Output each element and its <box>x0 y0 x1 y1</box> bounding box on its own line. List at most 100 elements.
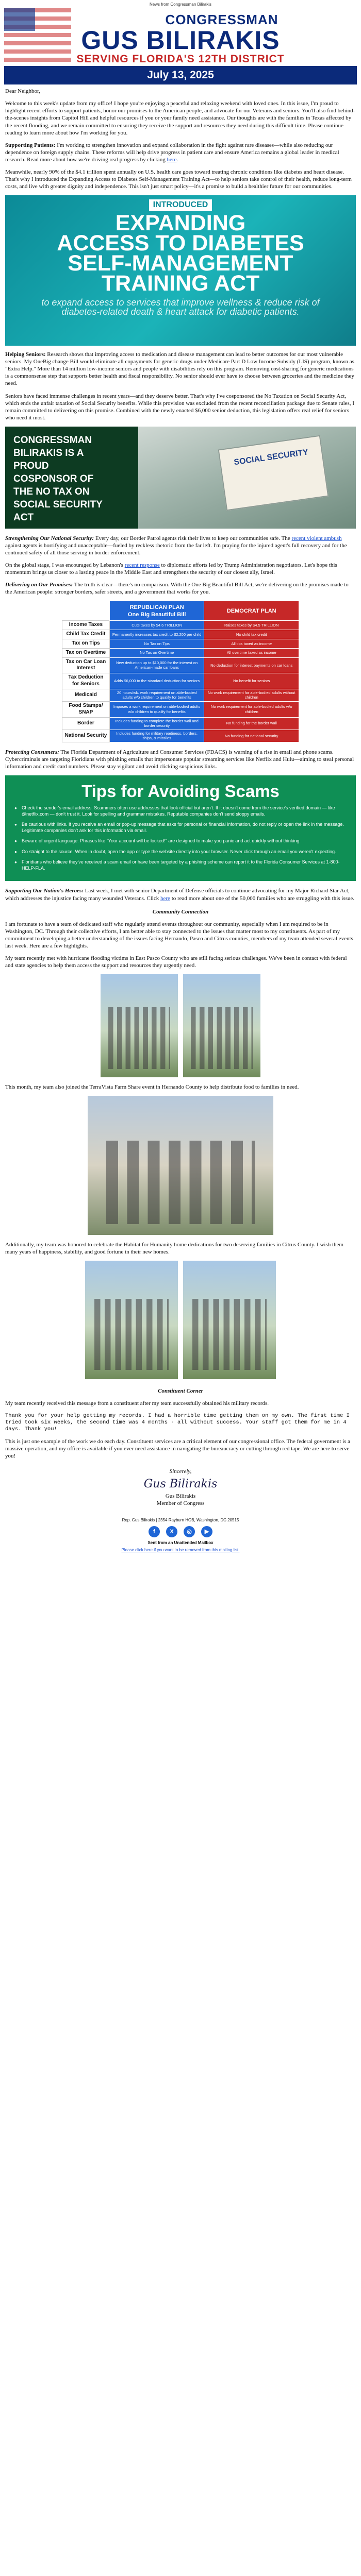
community-paragraph-4: Additionally, my team was honored to cel… <box>5 1242 343 1256</box>
republican-cell: Adds $6,000 to the standard deduction fo… <box>109 673 205 689</box>
handwritten-signature: Gus Bilirakis <box>143 1478 218 1491</box>
social-security-card: SOCIAL SECURITY <box>218 435 329 511</box>
ss-line: BILIRAKIS IS A <box>13 447 84 459</box>
comparison-row: Child Tax Credit Permanently increases ta… <box>62 630 299 640</box>
heroes-tail: to read more about one of the 50,000 fam… <box>170 895 355 902</box>
democrat-cell: No funding for the border wall <box>204 717 299 730</box>
promises-heading: Delivering on Our Promises: <box>5 582 73 588</box>
republican-cell: Includes funding for military readiness,… <box>109 729 205 742</box>
photo-farm-share <box>88 1096 273 1235</box>
republican-cell: Cuts taxes by $4.6 TRILLION <box>109 620 205 631</box>
comparison-label: Child Tax Credit <box>62 630 110 640</box>
unsubscribe-link[interactable]: Please click here if you want to be remo… <box>5 1548 356 1553</box>
comparison-label: Tax on Overtime <box>62 648 110 658</box>
instagram-icon[interactable]: ◎ <box>184 1526 195 1537</box>
constituent-quote: Thank you for your help getting my recor… <box>5 1412 350 1432</box>
democrat-cell: Raises taxes by $4.5 TRILLION <box>204 620 299 631</box>
scam-tips-list: Check the sender's email address. Scamme… <box>14 805 347 871</box>
democrat-cell: All tips taxed as income <box>204 639 299 649</box>
seniors-paragraph: Helping Seniors: Research shows that imp… <box>5 351 356 387</box>
community-title: Community Connection <box>152 908 209 915</box>
republican-cell: Includes funding to complete the border … <box>109 717 205 730</box>
flag-canton <box>4 8 35 31</box>
seniors-text: Research shows that improving access to … <box>5 351 354 387</box>
habitat-photos <box>5 1261 356 1380</box>
republican-cell: No Tax on Overtime <box>109 648 205 658</box>
republican-cell: 20 hours/wk. work requirement on able-bo… <box>109 688 205 702</box>
header-name: GUS BILIRAKIS <box>81 26 280 55</box>
ss-line: THE NO TAX ON <box>13 486 90 497</box>
header-date: July 13, 2025 <box>4 66 357 85</box>
sincerely: Sincerely, <box>169 1468 192 1475</box>
diplomacy-text: On the global stage, I was encouraged by… <box>5 562 125 569</box>
democrat-cell: No work requirement for able-bodied adul… <box>204 701 299 718</box>
comparison-row: Tax on Overtime No Tax on Overtime All ove… <box>62 648 299 658</box>
diabetes-paragraph: Meanwhile, nearly 90% of the $4.1 trilli… <box>5 168 352 190</box>
intro-paragraph: Welcome to this week's update from my of… <box>5 100 355 136</box>
ss-line: CONGRESSMAN <box>13 434 92 446</box>
comparison-label: Food Stamps/ SNAP <box>62 701 110 718</box>
security-paragraph: Strengthening Our National Security: Eve… <box>5 535 356 556</box>
youtube-icon[interactable]: ▶ <box>201 1526 212 1537</box>
heroes-link[interactable]: here <box>160 895 170 902</box>
scam-tip-item: Beware of urgent language. Phrases like … <box>14 838 347 844</box>
comparison-label: Income Taxes <box>62 620 110 631</box>
photo-flood-visit-1 <box>101 974 178 1078</box>
constituent-title: Constituent Corner <box>158 1388 203 1395</box>
scam-tips-title: Tips for Avoiding Scams <box>81 782 280 801</box>
rep-header-text: REPUBLICAN PLAN One Big Beautiful Bill <box>127 604 186 618</box>
ss-line: PROUD <box>13 460 49 471</box>
comparison-row: Medicaid 20 hours/wk. work requirement on… <box>62 688 299 702</box>
republican-cell: No Tax on Tips <box>109 639 205 649</box>
unsubscribe-anchor[interactable]: Please click here if you want to be remo… <box>121 1547 240 1552</box>
footer-address: Rep. Gus Bilirakis | 2354 Rayburn HOB, W… <box>122 1517 239 1522</box>
comparison-row: Tax on Tips No Tax on Tips All tips taxed … <box>62 639 299 649</box>
diabetes-banner-tag: INTRODUCED <box>149 199 212 211</box>
comparison-label: Border <box>62 717 110 730</box>
republican-plan-header: REPUBLICAN PLAN One Big Beautiful Bill <box>109 601 205 621</box>
security-link[interactable]: recent violent ambush <box>291 535 342 541</box>
flood-photos <box>5 974 356 1078</box>
security-text: Every day, our Border Patrol agents risk… <box>94 535 292 541</box>
scam-tip-item: Be cautious with links. If you receive a… <box>14 822 347 834</box>
ss-banner-photo: SOCIAL SECURITY <box>138 426 356 529</box>
ss-banner-text: CONGRESSMAN BILIRAKIS IS A PROUD COSPONS… <box>5 426 138 529</box>
comparison-label: Tax Deduction for Seniors <box>62 673 110 689</box>
social-security-banner: CONGRESSMAN BILIRAKIS IS A PROUD COSPONS… <box>5 426 356 529</box>
consumers-paragraph: Protecting Consumers: The Florida Depart… <box>5 749 356 770</box>
heroes-text: Last week, I met with senior Department … <box>5 888 350 902</box>
ss-line: SOCIAL SECURITY <box>13 499 103 510</box>
diabetes-banner-title: EXPANDING ACCESS TO DIABETES SELF-MANAGE… <box>5 212 356 294</box>
democrat-plan-header: DEMOCRAT PLAN <box>204 601 299 621</box>
photo-flood-visit-2 <box>183 974 260 1078</box>
comparison-corner <box>62 601 110 621</box>
democrat-cell: No funding for national security <box>204 729 299 742</box>
democrat-cell: All overtime taxed as income <box>204 648 299 658</box>
comparison-label: Medicaid <box>62 688 110 702</box>
scam-tip-item: Go straight to the source. When in doubt… <box>14 849 347 855</box>
facebook-icon[interactable]: f <box>149 1526 160 1537</box>
scam-tips-box: Tips for Avoiding Scams Check the sender… <box>5 775 356 882</box>
diabetes-title-line: SELF-MANAGEMENT <box>68 250 293 276</box>
sent-from: Sent from an Unattended Mailbox <box>147 1540 214 1545</box>
seniors-paragraph-2: Seniors have faced immense challenges in… <box>5 393 354 421</box>
patients-heading: Supporting Patients: <box>5 142 56 148</box>
x-icon[interactable]: X <box>166 1526 177 1537</box>
comparison-label: Tax on Car Loan Interest <box>62 657 110 674</box>
farm-share-photo-row <box>5 1096 356 1235</box>
diplomacy-link[interactable]: recent response <box>124 562 160 569</box>
security-heading: Strengthening Our National Security: <box>5 535 94 541</box>
comparison-row: Tax Deduction for Seniors Adds $6,000 to … <box>62 673 299 689</box>
comparison-label: Tax on Tips <box>62 639 110 649</box>
ss-line: ACT <box>13 512 34 523</box>
democrat-cell: No work requirement for able-bodied adul… <box>204 688 299 702</box>
scam-tip-item: Floridians who believe they've received … <box>14 859 347 871</box>
photo-habitat-2 <box>183 1261 276 1380</box>
comparison-body: Income Taxes Cuts taxes by $4.6 TRILLION R… <box>62 620 299 742</box>
comparison-label: National Security <box>62 729 110 742</box>
signature-block: Sincerely, Gus Bilirakis Gus Bilirakis M… <box>5 1468 356 1507</box>
social-links: f X ◎ ▶ <box>5 1526 356 1537</box>
diabetes-banner: INTRODUCED EXPANDING ACCESS TO DIABETES … <box>5 195 356 346</box>
promises-text: The truth is clear—there's no comparison… <box>5 582 349 596</box>
patients-link[interactable]: here <box>167 156 177 163</box>
